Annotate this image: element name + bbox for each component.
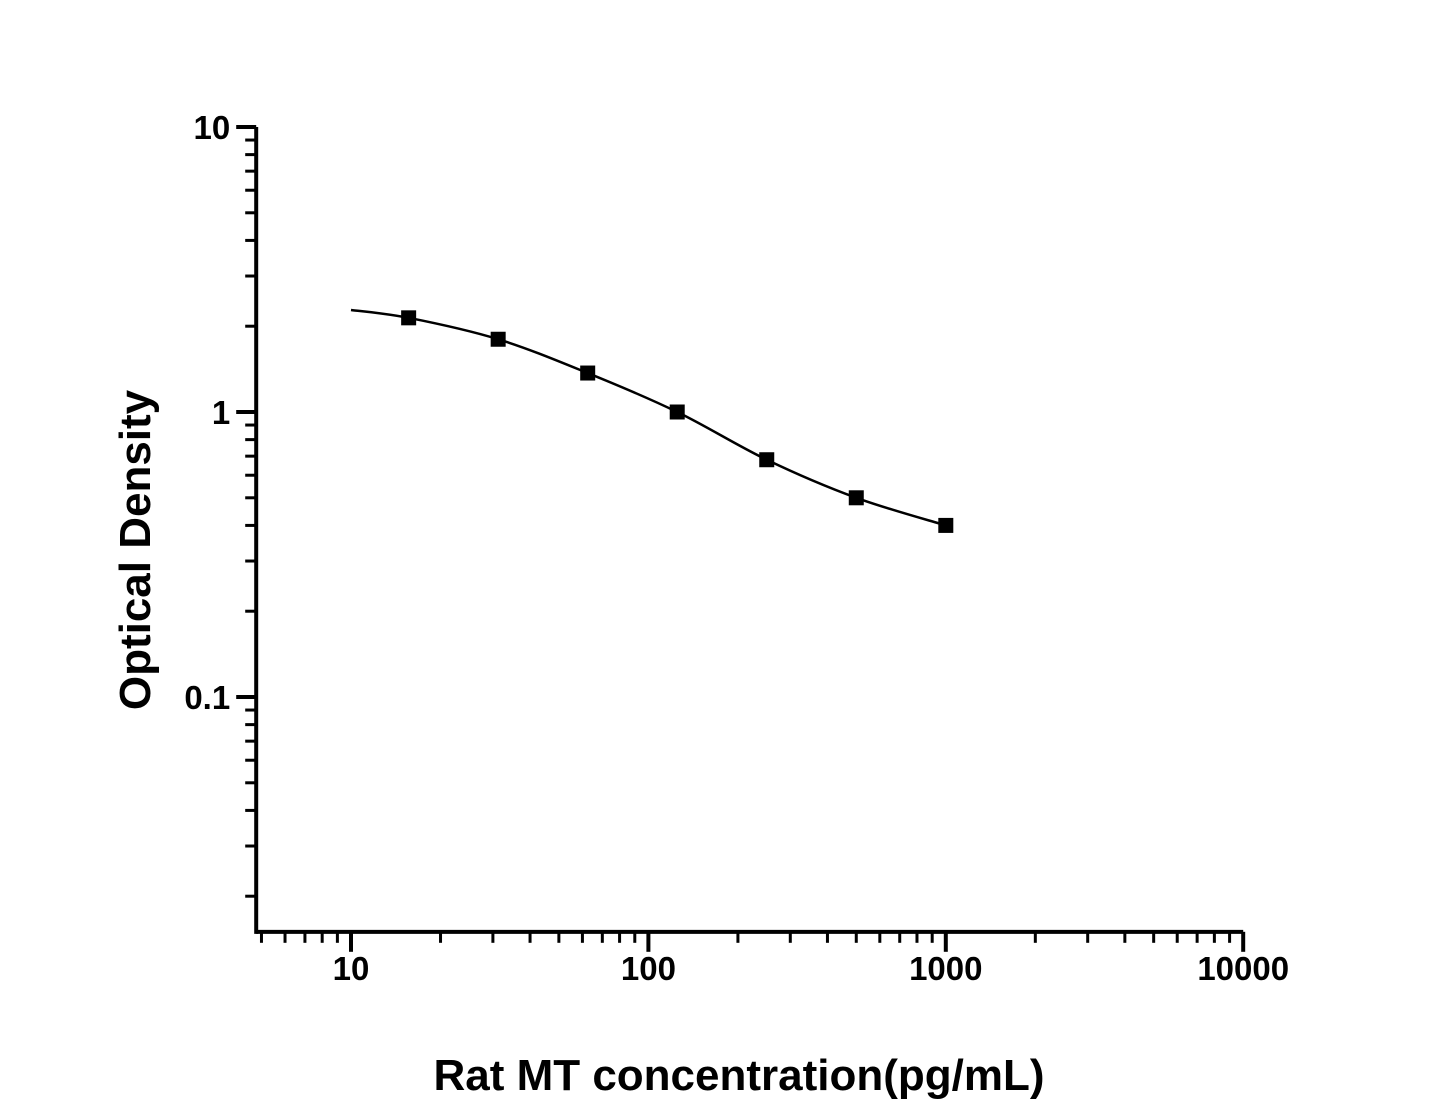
data-point-marker bbox=[759, 452, 775, 468]
x-axis-title: Rat MT concentration(pg/mL) bbox=[433, 1051, 1044, 1100]
x-tick-label: 10 bbox=[333, 950, 370, 987]
x-tick-label: 10000 bbox=[1197, 950, 1289, 987]
x-tick-label: 100 bbox=[621, 950, 676, 987]
data-point-marker bbox=[401, 310, 417, 326]
data-point-marker bbox=[580, 365, 596, 381]
data-point-marker bbox=[938, 517, 954, 533]
y-tick-label: 10 bbox=[193, 109, 230, 146]
plot-layer: 10 100 1000 10000 0.1 1 10 bbox=[184, 109, 1289, 987]
y-tick-label: 1 bbox=[212, 394, 230, 431]
data-point-marker bbox=[669, 404, 685, 420]
x-tick-label: 1000 bbox=[909, 950, 982, 987]
data-point-marker bbox=[490, 331, 506, 347]
data-point-marker bbox=[848, 490, 864, 506]
y-axis-title: Optical Density bbox=[111, 389, 160, 710]
y-tick-label: 0.1 bbox=[184, 679, 230, 716]
